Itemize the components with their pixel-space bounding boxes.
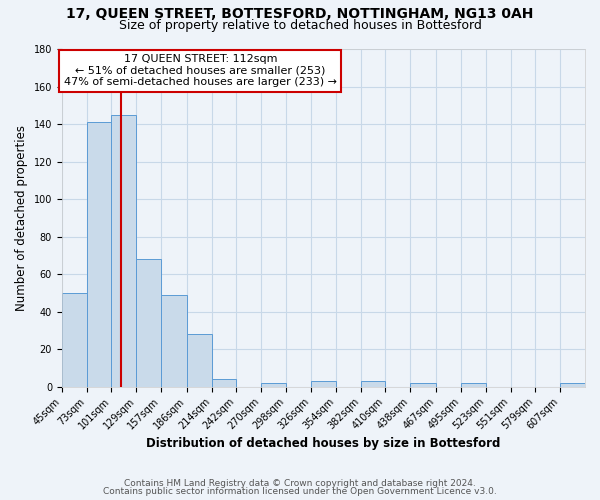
Text: 17 QUEEN STREET: 112sqm
← 51% of detached houses are smaller (253)
47% of semi-d: 17 QUEEN STREET: 112sqm ← 51% of detache…	[64, 54, 337, 88]
X-axis label: Distribution of detached houses by size in Bottesford: Distribution of detached houses by size …	[146, 437, 500, 450]
Bar	[86, 122, 112, 387]
Bar	[212, 380, 236, 387]
Bar	[262, 383, 286, 387]
Bar	[461, 383, 485, 387]
Bar	[410, 383, 436, 387]
Y-axis label: Number of detached properties: Number of detached properties	[15, 125, 28, 311]
Bar	[311, 381, 336, 387]
Bar	[187, 334, 212, 387]
Text: Contains public sector information licensed under the Open Government Licence v3: Contains public sector information licen…	[103, 487, 497, 496]
Text: Size of property relative to detached houses in Bottesford: Size of property relative to detached ho…	[119, 19, 481, 32]
Bar	[361, 381, 385, 387]
Text: 17, QUEEN STREET, BOTTESFORD, NOTTINGHAM, NG13 0AH: 17, QUEEN STREET, BOTTESFORD, NOTTINGHAM…	[67, 8, 533, 22]
Bar	[560, 383, 585, 387]
Bar	[112, 114, 136, 387]
Bar	[161, 295, 187, 387]
Text: Contains HM Land Registry data © Crown copyright and database right 2024.: Contains HM Land Registry data © Crown c…	[124, 478, 476, 488]
Bar	[136, 259, 161, 387]
Bar	[62, 293, 86, 387]
